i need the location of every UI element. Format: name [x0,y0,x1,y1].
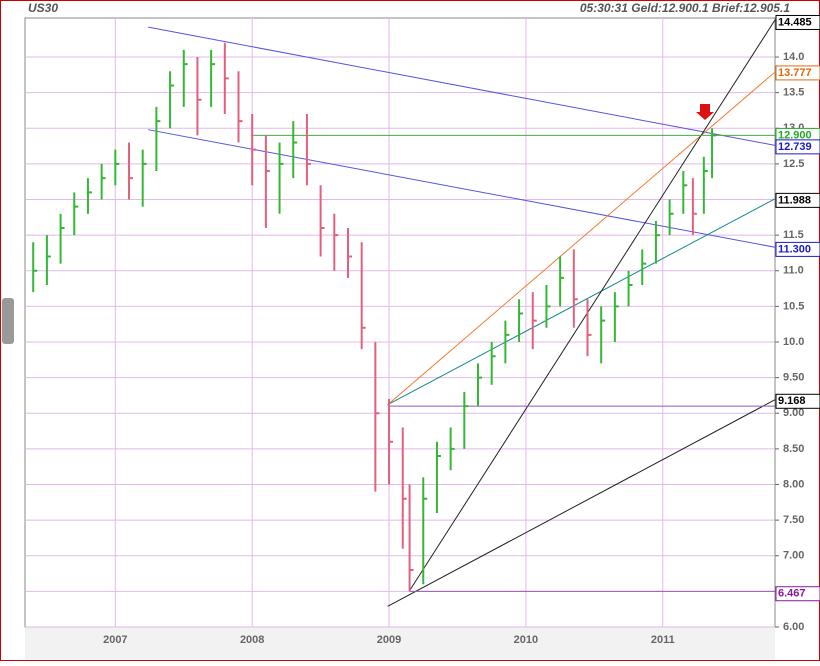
x-tick-label: 2009 [377,634,401,646]
y-tick-label: 13.5 [783,87,804,99]
y-tick-label: 11.5 [783,229,804,241]
price-box [775,393,820,409]
price-box [775,241,820,257]
x-axis-area [25,627,775,659]
side-handle[interactable] [2,298,14,344]
x-tick-label: 2011 [651,634,675,646]
price-label: 12.739 [778,141,812,153]
price-box [775,586,820,602]
price-box [775,139,820,155]
x-tick-label: 2007 [103,634,127,646]
price-box [775,192,820,208]
y-tick-label: 11.0 [783,265,804,277]
symbol: US30 [28,1,58,15]
y-tick-label: 10.0 [783,336,804,348]
y-tick-label: 10.5 [783,300,804,312]
arrow-marker [696,104,714,120]
quote: 05:30:31 Geld:12.900.1 Brief:12.905.1 [580,1,790,15]
plot-area [24,17,776,628]
x-tick-label: 2010 [514,634,538,646]
price-label: 9.168 [778,395,806,407]
y-tick-label: 9.50 [783,372,804,384]
trend-line [387,71,776,406]
price-box [775,65,820,81]
trend-line [148,26,776,146]
trend-line [387,399,776,607]
y-tick-label: 7.00 [783,550,804,562]
y-tick-label: 14.0 [783,51,804,63]
trend-line [409,19,776,591]
price-label: 11.988 [778,194,811,206]
price-label: 14.485 [778,16,812,28]
price-box [775,14,820,30]
header-bar [1,1,819,18]
price-label: 6.467 [778,588,806,600]
price-label: 11.300 [778,243,811,255]
price-label: 12.900 [778,129,812,141]
y-tick-label: 9.00 [783,407,804,419]
y-tick-label: 8.00 [783,478,804,490]
price-label: 13.777 [778,67,812,79]
trend-line [387,198,776,406]
x-tick-label: 2008 [240,634,264,646]
y-tick-label: 7.50 [783,514,804,526]
y-tick-label: 12.5 [783,158,804,170]
y-tick-label: 8.50 [783,443,804,455]
y-tick-label: 6.00 [783,621,804,633]
